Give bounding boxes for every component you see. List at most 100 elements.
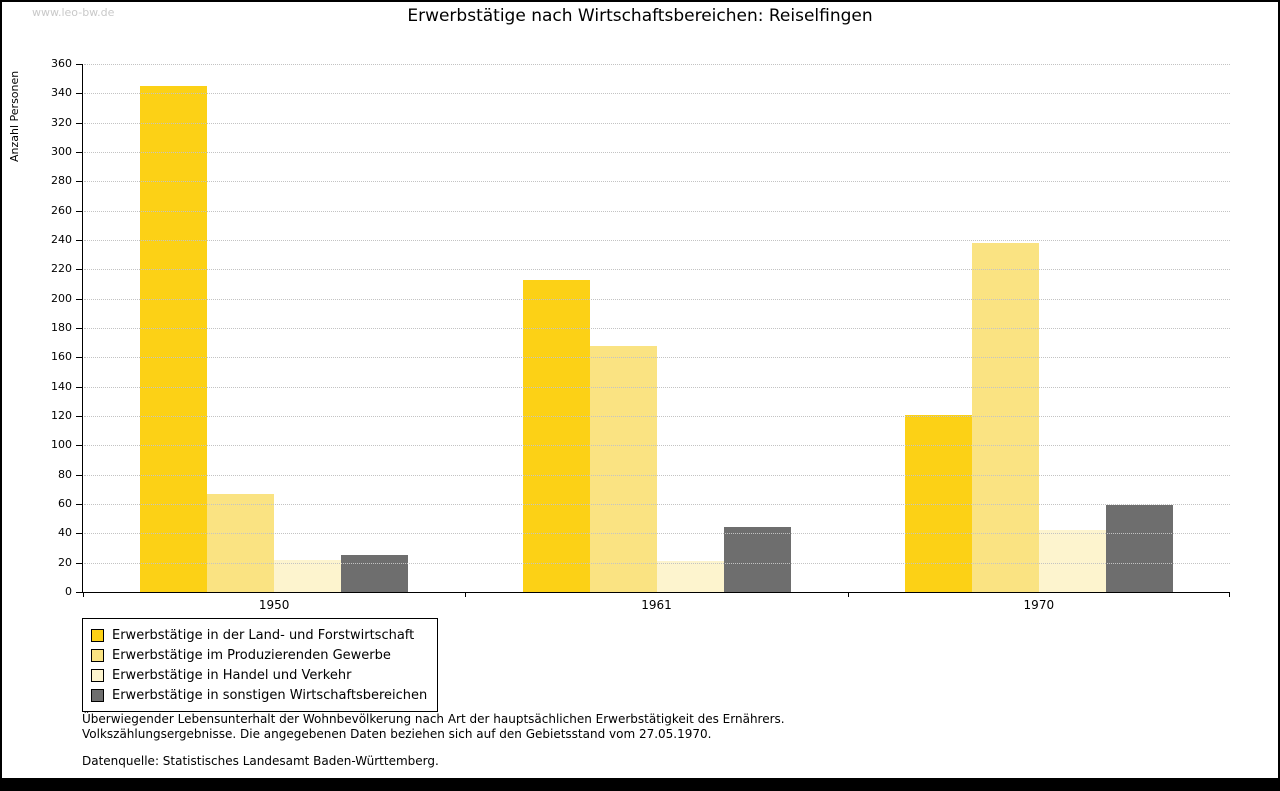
bar-1970-series-2 [971,242,1039,592]
y-axis-tick [76,240,82,241]
y-axis-tick [76,386,82,388]
y-tick-label: 220 [51,262,72,276]
y-tick-label: 120 [51,409,72,422]
legend-label: Erwerbstätige im Produzierenden Gewerbe [112,647,391,663]
bar-1961-series-4 [723,527,791,592]
plot-area [83,64,1230,592]
y-axis-tick [76,592,82,593]
bar-1970-series-3 [1038,530,1106,592]
gridline [84,269,1230,271]
gridline [84,386,1230,388]
y-axis-tick [76,504,82,505]
gridline [84,240,1230,241]
y-tick-label: 60 [58,497,72,510]
gridline [84,64,1230,65]
legend-swatch [91,668,104,682]
footnote-line-2: Volkszählungsergebnisse. Die angegebenen… [82,727,712,741]
gridline [84,210,1230,212]
y-tick-label: 340 [51,86,72,100]
y-tick-label: 300 [51,145,72,158]
y-axis-tick [76,152,82,153]
legend-label: Erwerbstätige in der Land- und Forstwirt… [112,627,415,643]
x-tick-label: 1970 [1023,598,1055,612]
bottom-bar [2,778,1278,789]
legend-label: Erwerbstätige in sonstigen Wirtschaftsbe… [112,687,428,703]
x-tick-label: 1950 [258,598,290,612]
x-axis-tick [83,593,84,597]
watermark: www.leo-bw.de [32,6,115,19]
y-tick-label: 240 [51,233,72,246]
y-axis-tick [76,93,82,95]
gridline [84,474,1230,476]
y-axis-tick [76,122,82,124]
y-tick-label: 80 [58,467,72,481]
bar-1970-series-4 [1105,505,1173,592]
gridline [84,181,1230,183]
bar-1970-series-1 [904,414,972,592]
y-tick-label: 360 [51,57,72,70]
y-axis-tick [76,562,82,564]
y-axis-tick [76,298,82,300]
y-tick-label: 320 [51,115,72,129]
y-axis-tick [76,474,82,476]
gridline [84,416,1230,417]
legend: Erwerbstätige in der Land- und Forstwirt… [82,618,439,712]
gridline [84,328,1230,329]
bar-1961-series-2 [589,345,657,592]
y-axis-tick [76,64,82,65]
x-axis-line [82,592,1230,593]
gridline [84,93,1230,95]
legend-label: Erwerbstätige in Handel und Verkehr [112,667,352,683]
y-axis-tick [76,210,82,212]
legend-item-3: Erwerbstätige in Handel und Verkehr [91,665,427,685]
bar-1961-series-3 [656,561,724,592]
y-tick-label: 260 [51,203,72,217]
y-axis-tick [76,445,82,447]
gridline [84,533,1230,535]
y-tick-label: 160 [51,350,72,364]
footnote: Überwiegender Lebensunterhalt der Wohnbe… [82,712,785,769]
y-axis-tick [76,328,82,329]
y-tick-label: 40 [58,526,72,540]
legend-item-2: Erwerbstätige im Produzierenden Gewerbe [91,645,427,665]
bar-1961-series-1 [522,279,590,592]
y-tick-label: 280 [51,174,72,188]
gridline [84,562,1230,564]
legend-swatch [91,688,104,702]
y-tick-label: 0 [65,585,72,598]
y-axis-label: Anzahl Personen [8,70,21,162]
y-tick-label: 20 [58,555,72,569]
x-axis-tick [1229,593,1230,597]
gridline [84,357,1230,359]
y-axis-tick [76,269,82,271]
y-tick-label: 200 [51,291,72,305]
y-tick-label: 180 [51,321,72,334]
data-source: Datenquelle: Statistisches Landesamt Bad… [82,754,439,768]
legend-item-1: Erwerbstätige in der Land- und Forstwirt… [91,625,427,645]
footnote-line-1: Überwiegender Lebensunterhalt der Wohnbe… [82,712,785,726]
legend-swatch [91,628,104,642]
gridline [84,298,1230,300]
bar-1950-series-1 [140,86,208,592]
gridline [84,152,1230,153]
legend-item-4: Erwerbstätige in sonstigen Wirtschaftsbe… [91,685,427,705]
bar-1950-series-4 [341,555,409,592]
y-axis-tick [76,416,82,417]
x-axis-tick [465,593,467,597]
gridline [84,122,1230,124]
y-axis-tick [76,533,82,535]
y-axis-tick [76,181,82,183]
gridline [84,504,1230,505]
gridline [84,445,1230,447]
y-axis-line [82,64,83,593]
bar-1950-series-3 [274,559,342,592]
bar-1950-series-2 [207,493,275,592]
y-tick-label: 100 [51,438,72,452]
x-tick-label: 1961 [641,598,672,612]
legend-swatch [91,648,104,662]
y-axis-tick [76,357,82,359]
y-tick-label: 140 [51,379,72,393]
chart-title: Erwerbstätige nach Wirtschaftsbereichen:… [407,6,873,26]
x-axis-tick [847,593,849,597]
